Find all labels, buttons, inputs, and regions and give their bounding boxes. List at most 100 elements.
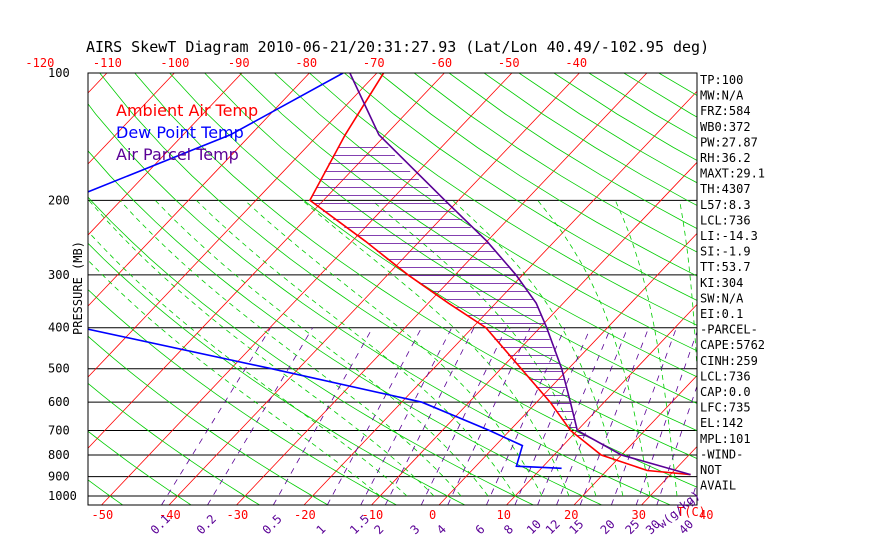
isotherm-line bbox=[303, 90, 697, 505]
bottom-temp-tick-label: 20 bbox=[564, 508, 578, 522]
top-temp-tick-label: -90 bbox=[228, 56, 250, 70]
dry-adiabat bbox=[378, 73, 697, 277]
pressure-tick-label: 500 bbox=[48, 362, 70, 376]
mixing-ratio-tick-label: 20 bbox=[598, 517, 618, 537]
dry-adiabat bbox=[344, 73, 697, 301]
bottom-temp-tick-label: 0 bbox=[429, 508, 436, 522]
mixing-ratio-line bbox=[556, 327, 628, 505]
mixing-ratio-line bbox=[537, 327, 612, 505]
pressure-tick-label: 700 bbox=[48, 424, 70, 438]
dry-adiabat bbox=[88, 289, 397, 505]
pressure-tick-label: 1000 bbox=[48, 489, 77, 503]
isotherm-line bbox=[438, 232, 697, 505]
dry-adiabat bbox=[658, 73, 697, 96]
plot-frame bbox=[87, 72, 698, 506]
dry-adiabat bbox=[88, 196, 534, 505]
stability-index: CAPE:5762 bbox=[700, 338, 765, 352]
isotherm-line bbox=[88, 73, 175, 165]
mixing-ratio-tick-label: 2 bbox=[372, 522, 387, 537]
bottom-temp-tick-label: -10 bbox=[362, 508, 384, 522]
stability-index: CAP:0.0 bbox=[700, 385, 751, 399]
isotherm-line bbox=[573, 374, 697, 505]
top-temp-tick-label: -80 bbox=[295, 56, 317, 70]
bottom-temp-tick-label: 10 bbox=[497, 508, 511, 522]
legend-entry: Air Parcel Temp bbox=[116, 145, 239, 164]
isotherm-line bbox=[88, 73, 445, 449]
top-temp-tick-label: -60 bbox=[430, 56, 452, 70]
top-temp-tick-label: -100 bbox=[160, 56, 189, 70]
stability-index: PW:27.87 bbox=[700, 135, 758, 149]
bottom-temp-tick-label: 30 bbox=[632, 508, 646, 522]
moist-adiabat bbox=[302, 199, 570, 497]
moist-adiabat bbox=[452, 200, 624, 497]
mixing-ratio-tick-label: 8 bbox=[501, 522, 516, 537]
isotherm-line bbox=[168, 73, 580, 505]
mixing-ratio-line bbox=[447, 327, 531, 505]
mixing-ratio-line bbox=[579, 327, 650, 505]
dry-adiabat bbox=[88, 242, 466, 505]
dry-adiabat bbox=[88, 382, 260, 505]
stability-index: TT:53.7 bbox=[700, 260, 751, 274]
dry-adiabat bbox=[88, 335, 329, 505]
stability-index: TH:4307 bbox=[700, 182, 751, 196]
dry-adiabat bbox=[88, 103, 671, 505]
mixing-ratio-tick-label: 10 bbox=[524, 517, 544, 537]
mixing-ratio-line bbox=[272, 327, 373, 505]
mixing-ratio-line bbox=[384, 327, 475, 505]
stability-index: -WIND- bbox=[700, 447, 743, 461]
bottom-temp-tick-label: -20 bbox=[294, 508, 316, 522]
dry-adiabat bbox=[88, 430, 192, 505]
dry-adiabat bbox=[169, 73, 697, 432]
dry-adiabat bbox=[0, 73, 54, 505]
pressure-tick-label: 400 bbox=[48, 321, 70, 335]
dry-adiabat bbox=[483, 73, 697, 206]
stability-index: MW:N/A bbox=[700, 89, 744, 103]
bottom-temp-tick-label: -50 bbox=[92, 508, 114, 522]
mixing-ratio-tick-label: 1 bbox=[314, 522, 329, 537]
dry-adiabat bbox=[274, 73, 697, 352]
top-temp-tick-label: -40 bbox=[565, 56, 587, 70]
stability-index: NOT bbox=[700, 463, 722, 477]
stability-index: AVAIL bbox=[700, 479, 736, 493]
y-axis-label: PRESSURE (MB) bbox=[71, 241, 85, 335]
stability-index: CINH:259 bbox=[700, 354, 758, 368]
series-line bbox=[308, 73, 691, 476]
pressure-tick-label: 600 bbox=[48, 395, 70, 409]
stability-index: SW:N/A bbox=[700, 291, 744, 305]
isotherm-line bbox=[88, 73, 310, 307]
moist-adiabat bbox=[88, 200, 435, 497]
stability-index: FRZ:584 bbox=[700, 104, 751, 118]
stability-index: LFC:735 bbox=[700, 401, 751, 415]
dry-adiabat bbox=[99, 73, 697, 488]
moist-adiabat bbox=[371, 199, 597, 497]
mixing-ratio-tick-label: 12 bbox=[543, 517, 563, 537]
moist-adiabat bbox=[88, 259, 381, 497]
mixing-ratio-line bbox=[420, 327, 507, 505]
mixing-ratio-tick-label: 4 bbox=[434, 522, 449, 537]
mixing-ratio-line bbox=[360, 327, 453, 505]
top-temp-tick-label: -50 bbox=[498, 56, 520, 70]
isotherm-line bbox=[88, 73, 378, 378]
legend-entry: Ambient Air Temp bbox=[116, 101, 258, 120]
stability-index: EI:0.1 bbox=[700, 307, 743, 321]
top-temp-tick-label: -110 bbox=[93, 56, 122, 70]
stability-index: EL:142 bbox=[700, 416, 743, 430]
bottom-temp-tick-label: -30 bbox=[227, 508, 249, 522]
stability-index: L57:8.3 bbox=[700, 198, 751, 212]
top-temp-tick-label: -70 bbox=[363, 56, 385, 70]
stability-index: KI:304 bbox=[700, 276, 743, 290]
isotherm-line bbox=[777, 73, 870, 505]
isotherm-line bbox=[88, 73, 108, 94]
dry-adiabat bbox=[239, 73, 697, 378]
moist-adiabat bbox=[614, 200, 678, 497]
moist-adiabat bbox=[679, 200, 697, 376]
pressure-tick-label: 800 bbox=[48, 448, 70, 462]
bottom-temp-tick-label: -40 bbox=[159, 508, 181, 522]
mixing-ratio-line bbox=[326, 327, 422, 505]
mixing-ratio-tick-label: 0.5 bbox=[260, 512, 285, 537]
pressure-tick-label: 900 bbox=[48, 470, 70, 484]
mixing-ratio-line bbox=[161, 327, 271, 505]
isotherm-line bbox=[0, 73, 39, 505]
mixing-ratio-tick-label: 3 bbox=[407, 522, 422, 537]
